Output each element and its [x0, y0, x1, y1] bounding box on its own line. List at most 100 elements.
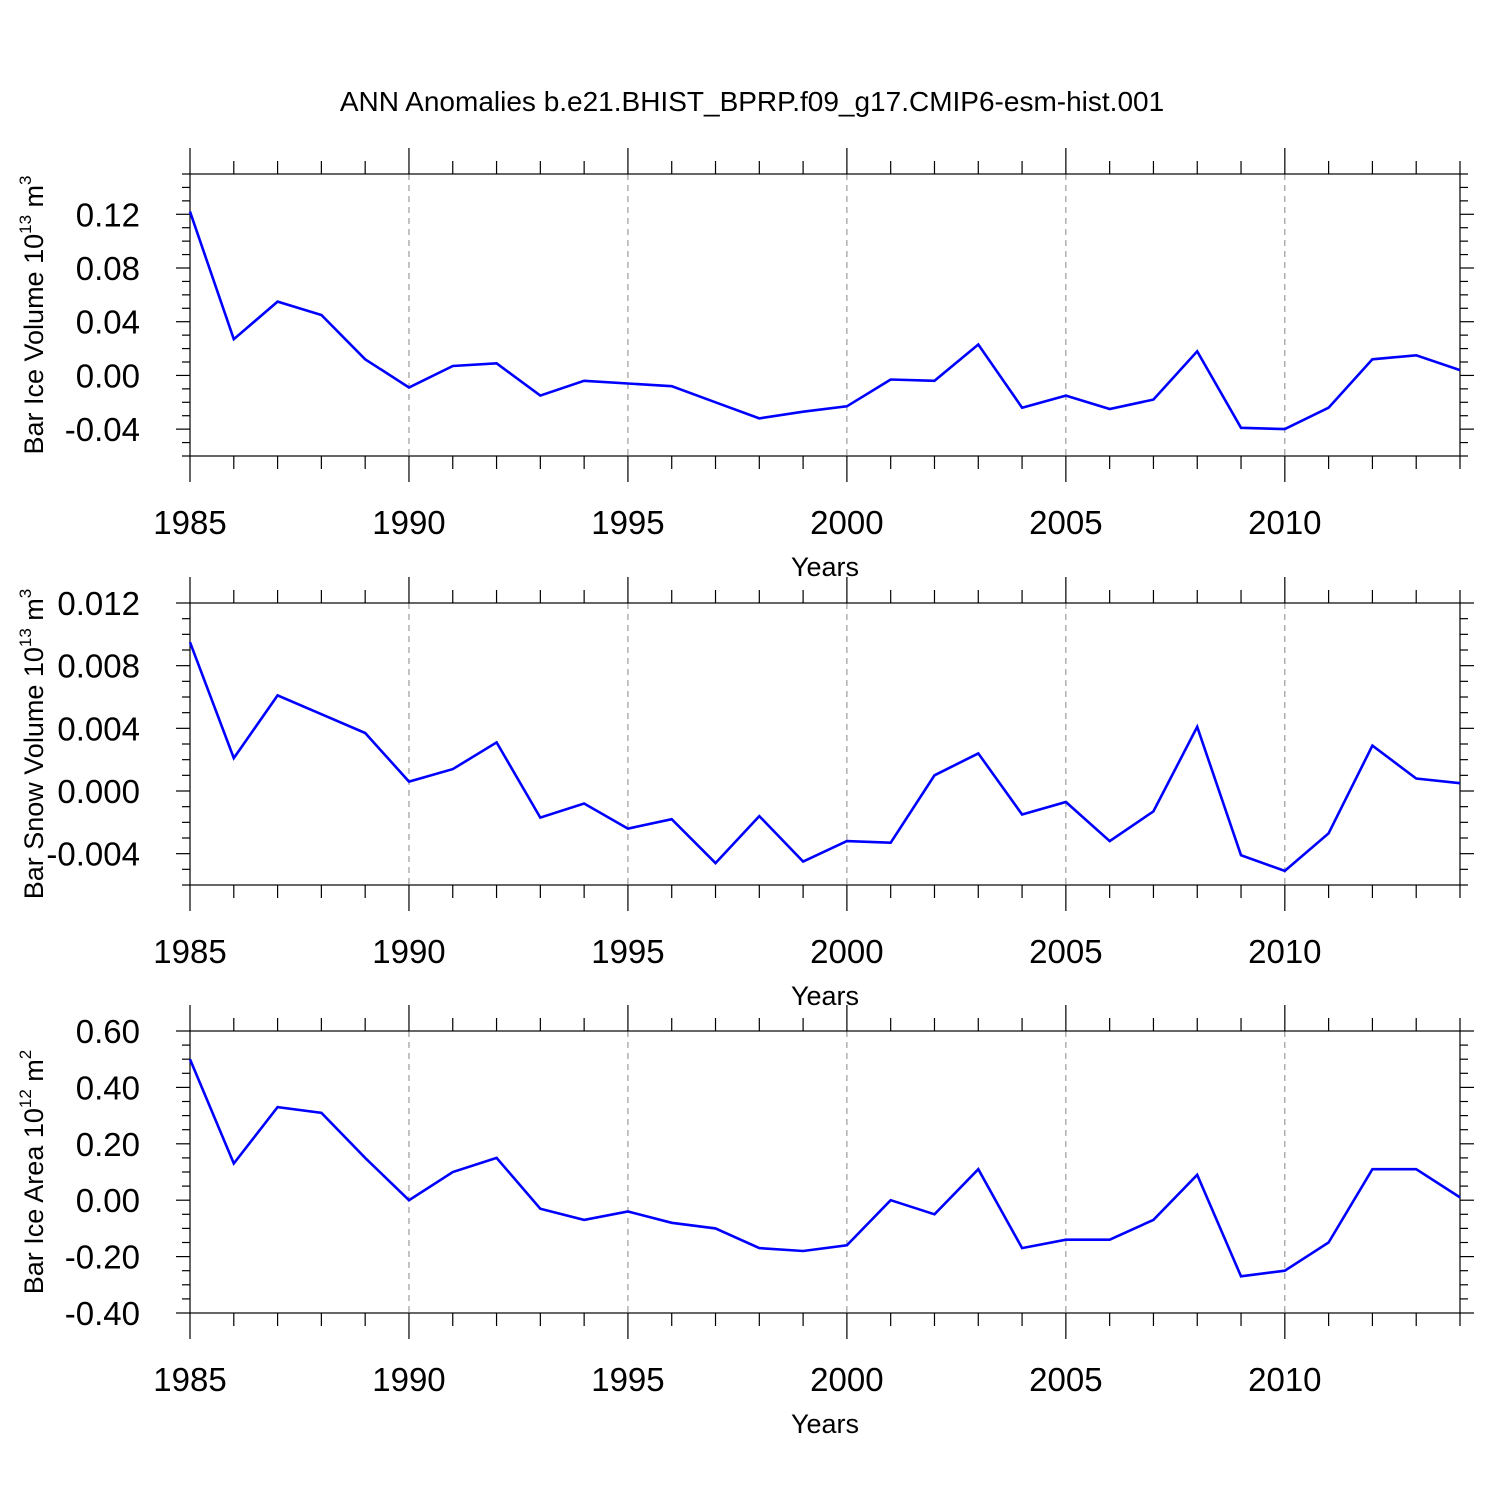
- data-point: [1458, 781, 1462, 785]
- data-point: [407, 780, 411, 784]
- x-tick-label: 1995: [591, 1361, 664, 1398]
- y-axis-label-part: Bar Ice Area 10: [19, 1108, 49, 1294]
- data-point: [188, 640, 192, 644]
- data-point: [407, 1198, 411, 1202]
- y-tick-label: -0.004: [46, 836, 140, 873]
- data-point: [1064, 1238, 1068, 1242]
- data-point: [670, 817, 674, 821]
- data-point: [276, 300, 280, 304]
- data-point: [889, 1198, 893, 1202]
- plot-frame: [189, 602, 1461, 886]
- data-point: [1020, 1246, 1024, 1250]
- y-tick-label: 0.12: [76, 196, 140, 233]
- y-axis-label-part: m: [19, 598, 49, 628]
- y-tick-label: 0.20: [76, 1126, 140, 1163]
- data-point: [538, 394, 542, 398]
- data-point: [1020, 406, 1024, 410]
- data-point: [889, 377, 893, 381]
- data-point: [757, 416, 761, 420]
- y-tick-label: 0.04: [76, 304, 140, 341]
- data-point: [714, 400, 718, 404]
- x-tick-label: 1990: [372, 504, 445, 541]
- x-tick-label: 1985: [153, 933, 226, 970]
- data-point: [276, 1105, 280, 1109]
- data-point: [1108, 407, 1112, 411]
- data-point: [976, 1167, 980, 1171]
- data-point: [1414, 776, 1418, 780]
- x-tick-label: 1990: [372, 1361, 445, 1398]
- x-tick-label: 2010: [1248, 933, 1321, 970]
- data-point: [319, 712, 323, 716]
- y-tick-label: -0.04: [65, 411, 140, 448]
- plot-frame: [189, 173, 1461, 457]
- data-point: [451, 767, 455, 771]
- y-axis-label-superscript: 2: [16, 1050, 35, 1059]
- y-tick-label: 0.012: [57, 585, 140, 622]
- x-tick-label: 1990: [372, 933, 445, 970]
- y-axis-label-part: Bar Ice Volume 10: [19, 234, 49, 455]
- panel-1: 1985 1990 1995 2000 2005 2010 -0.04 0.00 0.04 0.0…: [16, 148, 1474, 582]
- y-tick-label: 0.004: [57, 710, 140, 747]
- data-point: [976, 751, 980, 755]
- x-tick-label: 2000: [810, 504, 883, 541]
- data-point: [1151, 1218, 1155, 1222]
- data-point: [1458, 368, 1462, 372]
- y-tick-label: -0.40: [65, 1295, 140, 1332]
- y-axis-label-part: Bar Snow Volume 10: [19, 647, 49, 899]
- data-point: [801, 1249, 805, 1253]
- data-point: [319, 313, 323, 317]
- chart-panels: 1985 1990 1995 2000 2005 2010 -0.04 0.00 0.04 0.0…: [16, 148, 1474, 1439]
- series-line: [188, 211, 1461, 431]
- data-point: [670, 1221, 674, 1225]
- x-axis-label: Years: [791, 552, 859, 582]
- data-point: [1239, 853, 1243, 857]
- data-point: [363, 357, 367, 361]
- x-tick-label: 2005: [1029, 1361, 1102, 1398]
- data-point: [1151, 809, 1155, 813]
- data-point: [1327, 831, 1331, 835]
- data-point: [188, 210, 192, 214]
- panel-2: 1985 1990 1995 2000 2005 2010 -0.004 0.000 0.004…: [16, 577, 1474, 1011]
- data-point: [845, 404, 849, 408]
- y-axis-label-part: m: [19, 185, 49, 215]
- data-point: [889, 841, 893, 845]
- x-tick-label: 2005: [1029, 933, 1102, 970]
- data-point: [801, 410, 805, 414]
- data-point: [407, 386, 411, 390]
- data-point: [1370, 357, 1374, 361]
- data-point: [451, 1170, 455, 1174]
- series-line: [188, 1058, 1461, 1278]
- data-point: [714, 861, 718, 865]
- data-point: [582, 802, 586, 806]
- x-tick-label: 2000: [810, 933, 883, 970]
- data-point: [976, 343, 980, 347]
- y-tick-label: 0.60: [76, 1013, 140, 1050]
- x-tick-label: 2005: [1029, 504, 1102, 541]
- data-point: [1327, 1241, 1331, 1245]
- data-point: [845, 1243, 849, 1247]
- data-point: [1239, 1274, 1243, 1278]
- data-point: [538, 1207, 542, 1211]
- y-tick-label: 0.08: [76, 250, 140, 287]
- y-tick-label: 0.008: [57, 648, 140, 685]
- data-point: [232, 1162, 236, 1166]
- data-point: [188, 1057, 192, 1061]
- data-point: [1283, 427, 1287, 431]
- data-point: [1020, 813, 1024, 817]
- data-point: [451, 364, 455, 368]
- y-axis-label-superscript: 13: [16, 215, 35, 234]
- x-tick-label: 1995: [591, 933, 664, 970]
- data-point: [1370, 1167, 1374, 1171]
- data-point: [1414, 353, 1418, 357]
- data-point: [932, 1212, 936, 1216]
- x-axis-label: Years: [791, 981, 859, 1011]
- data-point: [232, 756, 236, 760]
- data-point: [495, 361, 499, 365]
- data-point: [1239, 426, 1243, 430]
- data-point: [1414, 1167, 1418, 1171]
- data-point: [363, 731, 367, 735]
- data-point: [582, 1218, 586, 1222]
- data-point: [626, 827, 630, 831]
- y-tick-label: 0.00: [76, 357, 140, 394]
